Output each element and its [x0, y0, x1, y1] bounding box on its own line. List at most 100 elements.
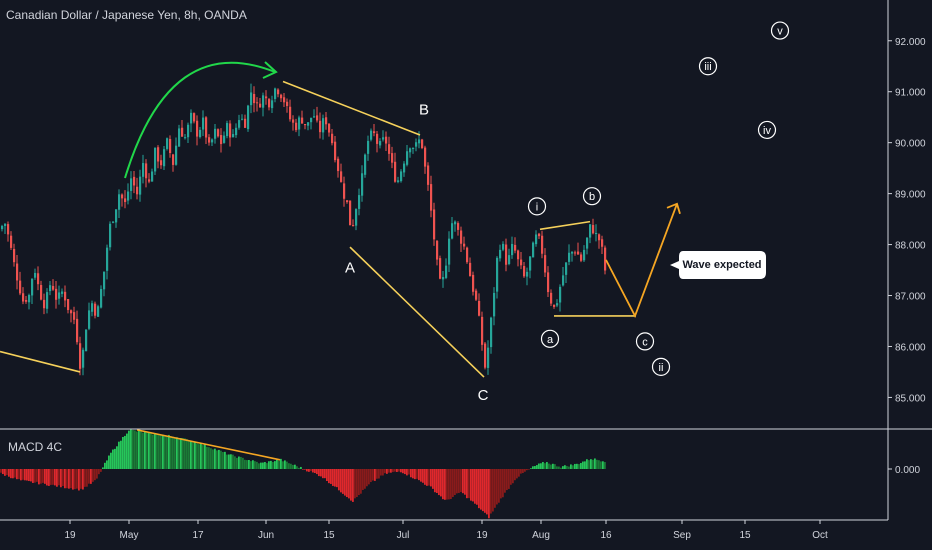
- candle-body: [229, 123, 232, 138]
- candle-body: [115, 209, 118, 223]
- macd-bar: [440, 469, 442, 497]
- macd-bar: [452, 469, 454, 497]
- macd-bar: [470, 469, 472, 501]
- macd-bar: [380, 469, 382, 476]
- candle-body: [547, 272, 550, 293]
- macd-bar: [496, 469, 498, 505]
- candle-body: [508, 255, 511, 265]
- candle-body: [457, 223, 460, 230]
- candle-body: [364, 154, 367, 175]
- macd-bar: [340, 469, 342, 493]
- macd-bar: [518, 469, 520, 477]
- wave-circle-label-ii: ii: [659, 362, 664, 374]
- macd-bar: [204, 444, 206, 469]
- macd-bar: [396, 469, 398, 472]
- macd-bar: [230, 454, 232, 469]
- macd-bar: [78, 469, 80, 491]
- candle-body: [322, 118, 325, 133]
- macd-bar: [378, 469, 380, 479]
- macd-bar: [352, 469, 354, 502]
- macd-bar: [548, 463, 550, 469]
- wave-circle-a: [540, 329, 560, 348]
- macd-bar: [188, 441, 190, 469]
- candle-body: [448, 238, 451, 265]
- macd-bar: [472, 469, 474, 502]
- macd-bar: [298, 467, 300, 469]
- candle-body: [445, 265, 448, 278]
- candle-body: [544, 255, 547, 273]
- trendline-left: [0, 350, 81, 373]
- macd-bar: [338, 469, 340, 491]
- macd-bar: [416, 469, 418, 479]
- candle-body: [295, 122, 298, 131]
- candle-body: [112, 221, 115, 223]
- macd-bar: [90, 469, 92, 484]
- candle-body: [238, 120, 241, 128]
- candle-body: [172, 154, 175, 165]
- macd-bar: [270, 460, 272, 469]
- macd-bar: [308, 469, 310, 472]
- macd-bar: [464, 469, 466, 495]
- candle-body: [478, 300, 481, 316]
- candle-body: [289, 106, 292, 120]
- macd-bar: [248, 460, 250, 469]
- macd-bar: [356, 469, 358, 498]
- macd-bar: [292, 464, 294, 469]
- macd-bar: [122, 436, 124, 469]
- macd-histogram: [0, 429, 606, 519]
- candle-body: [334, 141, 337, 161]
- price-tick-label: 91.000: [895, 88, 926, 99]
- macd-bar: [250, 461, 252, 469]
- candle-body: [331, 133, 334, 144]
- macd-bar: [20, 469, 22, 481]
- macd-bar: [136, 431, 138, 469]
- macd-bar: [532, 466, 534, 469]
- candle-body: [28, 294, 31, 303]
- macd-bar: [30, 469, 32, 482]
- macd-bar: [100, 469, 102, 472]
- macd-bar: [92, 469, 94, 482]
- macd-bar: [550, 464, 552, 469]
- macd-bar: [194, 441, 196, 469]
- candle-body: [433, 209, 436, 240]
- candle-body: [190, 112, 193, 124]
- macd-bar: [182, 438, 184, 469]
- macd-bar: [70, 469, 72, 489]
- candle-body: [175, 145, 178, 165]
- candle-body: [475, 290, 478, 300]
- candle-body: [586, 237, 589, 249]
- macd-bar: [408, 469, 410, 475]
- macd-bar: [224, 451, 226, 469]
- macd-bar: [314, 469, 316, 474]
- candle-body: [235, 127, 238, 136]
- macd-bar: [272, 462, 274, 469]
- macd-bar: [134, 430, 136, 469]
- macd-bar: [560, 467, 562, 469]
- macd-bar: [504, 469, 506, 493]
- macd-bar: [156, 433, 158, 469]
- candle-body: [541, 235, 544, 254]
- macd-bar: [406, 469, 408, 476]
- macd-bar: [354, 469, 356, 499]
- macd-bar: [84, 469, 86, 487]
- candle-body: [145, 163, 148, 179]
- macd-bar: [312, 469, 314, 473]
- macd-bar: [428, 469, 430, 486]
- candle-body: [10, 235, 13, 248]
- macd-bar: [148, 432, 150, 469]
- macd-bar: [582, 461, 584, 469]
- candle-body: [1, 225, 4, 230]
- candle-body: [124, 198, 127, 202]
- candle-body: [88, 310, 91, 329]
- macd-bar: [526, 469, 528, 471]
- candle-body: [178, 128, 181, 147]
- candle-body: [256, 102, 259, 104]
- candle-body: [559, 286, 562, 303]
- macd-bar: [564, 465, 566, 469]
- candle-body: [94, 303, 97, 316]
- candle-body: [316, 115, 319, 121]
- candle-body: [376, 133, 379, 144]
- macd-bar: [524, 469, 526, 472]
- macd-bar: [358, 469, 360, 496]
- candle-body: [241, 118, 244, 120]
